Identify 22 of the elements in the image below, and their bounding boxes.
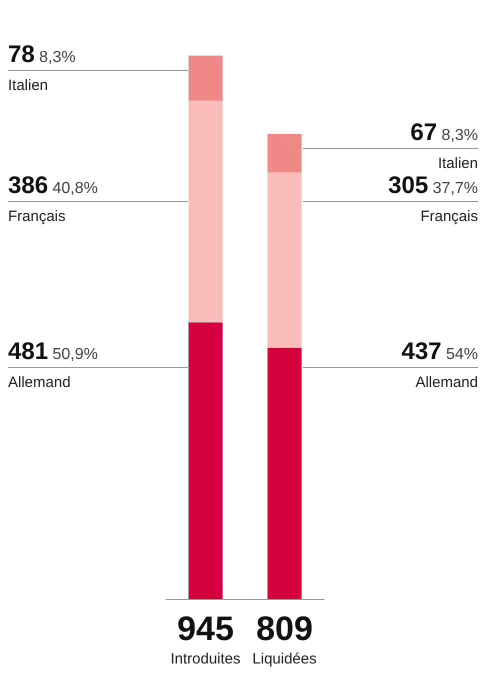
text: Italien (438, 154, 478, 172)
text: Français (420, 208, 478, 225)
data-label: 386 40,8% (8, 172, 98, 199)
x-tick-label: Liquidées (252, 650, 317, 668)
bar (268, 348, 302, 599)
data-label: 305 37,7% (388, 172, 478, 199)
bar (188, 322, 222, 599)
bar (188, 56, 222, 100)
data-label: 437 54% (401, 338, 478, 365)
text: Français (8, 208, 66, 225)
bar (188, 100, 222, 322)
total-label: 809 (256, 610, 313, 648)
bar (268, 134, 302, 172)
x-tick-label: Introduites (170, 650, 241, 668)
data-label: 67 8,3% (410, 118, 478, 146)
total-label: 945 (177, 610, 234, 648)
text: Allemand (415, 374, 478, 391)
data-label: 78 8,3% (8, 40, 76, 68)
data-label: 481 50,9% (8, 338, 98, 365)
text: Italien (8, 76, 48, 94)
text: Allemand (8, 374, 71, 391)
bar (268, 172, 302, 348)
